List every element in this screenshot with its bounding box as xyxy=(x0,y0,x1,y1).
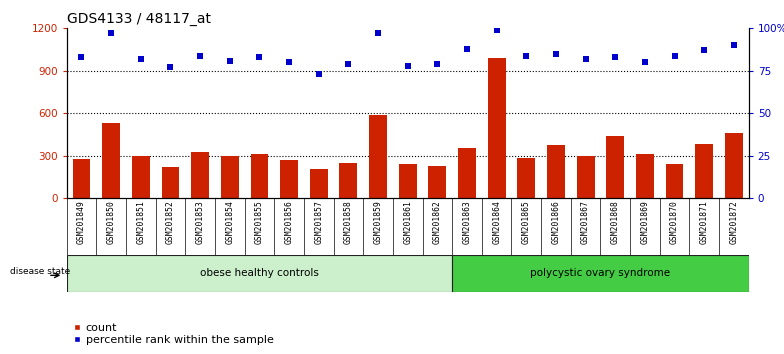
Point xyxy=(461,46,474,52)
Bar xyxy=(73,159,90,198)
Text: GSM201849: GSM201849 xyxy=(77,200,86,244)
Text: GSM201851: GSM201851 xyxy=(136,200,145,244)
Point xyxy=(372,30,384,36)
Text: GSM201854: GSM201854 xyxy=(225,200,234,244)
Text: GSM201858: GSM201858 xyxy=(344,200,353,244)
Bar xyxy=(452,255,749,292)
Text: GSM201869: GSM201869 xyxy=(641,200,649,244)
Point xyxy=(520,53,532,58)
Bar xyxy=(310,169,328,198)
Text: GSM201850: GSM201850 xyxy=(107,200,115,244)
Text: GSM201855: GSM201855 xyxy=(255,200,264,244)
Text: GSM201862: GSM201862 xyxy=(433,200,442,244)
Text: GSM201871: GSM201871 xyxy=(700,200,709,244)
Text: polycystic ovary syndrome: polycystic ovary syndrome xyxy=(531,268,670,279)
Text: GSM201870: GSM201870 xyxy=(670,200,679,244)
Point xyxy=(75,55,88,60)
Text: GSM201856: GSM201856 xyxy=(285,200,293,244)
Text: GSM201859: GSM201859 xyxy=(373,200,383,244)
Text: GSM201857: GSM201857 xyxy=(314,200,323,244)
Point xyxy=(431,61,444,67)
Point xyxy=(223,58,236,63)
Text: obese healthy controls: obese healthy controls xyxy=(200,268,319,279)
Bar xyxy=(280,160,298,198)
Text: GSM201868: GSM201868 xyxy=(611,200,620,244)
Point xyxy=(639,59,652,65)
Legend: count, percentile rank within the sample: count, percentile rank within the sample xyxy=(72,323,274,345)
Point xyxy=(698,47,710,53)
Text: GSM201852: GSM201852 xyxy=(166,200,175,244)
Bar xyxy=(67,255,452,292)
Text: GSM201872: GSM201872 xyxy=(729,200,739,244)
Text: GSM201853: GSM201853 xyxy=(195,200,205,244)
Bar xyxy=(369,115,387,198)
Point xyxy=(105,30,118,36)
Bar xyxy=(666,164,684,198)
Bar xyxy=(606,136,624,198)
Bar xyxy=(458,148,476,198)
Text: GSM201866: GSM201866 xyxy=(551,200,561,244)
Bar xyxy=(191,152,209,198)
Text: GSM201861: GSM201861 xyxy=(403,200,412,244)
Point xyxy=(401,63,414,69)
Bar xyxy=(339,163,358,198)
Point xyxy=(194,53,206,58)
Bar xyxy=(428,166,446,198)
Point xyxy=(728,42,740,48)
Bar xyxy=(695,144,713,198)
Point xyxy=(313,72,325,77)
Point xyxy=(550,51,562,57)
Text: GSM201867: GSM201867 xyxy=(581,200,590,244)
Bar xyxy=(517,158,535,198)
Bar xyxy=(221,156,238,198)
Bar xyxy=(488,58,506,198)
Bar xyxy=(577,156,594,198)
Point xyxy=(579,56,592,62)
Point xyxy=(490,27,503,33)
Bar xyxy=(251,154,268,198)
Text: GSM201864: GSM201864 xyxy=(492,200,501,244)
Point xyxy=(135,56,147,62)
Text: GSM201865: GSM201865 xyxy=(522,200,531,244)
Text: GSM201863: GSM201863 xyxy=(463,200,471,244)
Bar xyxy=(636,154,654,198)
Point xyxy=(609,55,622,60)
Bar xyxy=(132,156,150,198)
Point xyxy=(253,55,266,60)
Point xyxy=(668,53,681,58)
Point xyxy=(342,61,354,67)
Bar xyxy=(162,167,180,198)
Bar xyxy=(725,133,742,198)
Point xyxy=(283,59,296,65)
Point xyxy=(164,64,176,70)
Bar xyxy=(547,145,564,198)
Bar xyxy=(102,123,120,198)
Bar xyxy=(399,164,416,198)
Text: disease state: disease state xyxy=(10,267,71,276)
Text: GDS4133 / 48117_at: GDS4133 / 48117_at xyxy=(67,12,211,26)
